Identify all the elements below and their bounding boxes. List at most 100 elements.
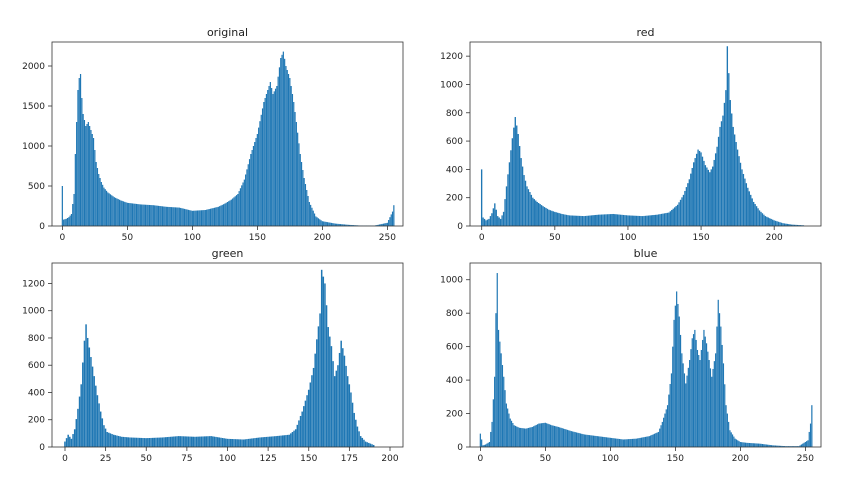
histogram-bar (342, 348, 344, 447)
histogram-bar (803, 442, 805, 447)
histogram-bar (511, 138, 514, 226)
histogram-bar (496, 273, 498, 447)
histogram-bar (260, 437, 263, 447)
histogram-bar (219, 206, 221, 226)
histogram-bar (613, 438, 615, 447)
histogram-bar (741, 442, 743, 447)
histogram-bar (199, 210, 201, 226)
histogram-bar (634, 215, 636, 226)
histogram-bar (513, 127, 515, 226)
histogram-bar (564, 429, 566, 447)
x-tick-label: 0 (478, 454, 484, 464)
histogram-bar (675, 206, 677, 226)
histogram-bar (385, 223, 387, 226)
histogram-bar (85, 324, 87, 447)
histogram-bar (587, 434, 589, 447)
histogram-bar (687, 367, 689, 447)
histogram-bar (73, 194, 75, 226)
histogram-bar (225, 438, 227, 447)
histogram-bar (731, 434, 734, 447)
histogram-bar (523, 175, 525, 226)
y-tick-label: 500 (28, 182, 45, 192)
histogram-bar (789, 224, 791, 226)
histogram-bar (678, 202, 680, 226)
histogram-bar (651, 434, 653, 447)
histogram-bar (381, 223, 383, 226)
histogram-bar (595, 435, 597, 447)
histogram-bar (777, 221, 780, 226)
histogram-bar (210, 436, 212, 447)
histogram-bar (137, 204, 139, 226)
histogram-bar (67, 434, 69, 447)
x-tick-label: 50 (122, 233, 134, 243)
histogram-bar (555, 426, 557, 447)
histogram-bar (290, 433, 292, 447)
histogram-bar (231, 439, 234, 447)
histogram-bar (728, 73, 730, 226)
histogram-bar (690, 173, 692, 226)
histogram-bar (155, 437, 157, 447)
histogram-bar (298, 420, 300, 447)
histogram-bar (713, 159, 715, 226)
histogram-bar (758, 210, 761, 226)
histogram-bar (568, 430, 570, 447)
histogram-bar (624, 439, 626, 447)
histogram-bar (105, 190, 108, 226)
histogram-bar (612, 213, 614, 226)
histogram-bar (319, 219, 321, 226)
histogram-bar (566, 429, 569, 447)
histogram-bar (265, 436, 268, 447)
histogram-bar (330, 222, 333, 226)
histogram-bar (664, 413, 666, 447)
histogram-bar (725, 405, 727, 447)
y-tick-label: 2000 (22, 62, 45, 72)
histogram-panel-green: green 0 25 50 75 100 125 150 175 200 0 200 400 600 800… (22, 247, 404, 464)
histogram-bar (633, 215, 635, 226)
x-tick-label: 100 (219, 454, 236, 464)
histogram-bar (592, 435, 595, 447)
histogram-bar (258, 127, 260, 226)
histogram-bar (590, 215, 593, 226)
histogram-bar (111, 434, 113, 447)
histogram-bar (751, 443, 753, 447)
histogram-bar (95, 162, 97, 226)
histogram-bar (530, 427, 532, 447)
histogram-bar (586, 434, 588, 447)
histogram-bar (99, 411, 102, 447)
histogram-bar (600, 214, 603, 226)
histogram-bar (72, 204, 74, 226)
histogram-bar (767, 444, 769, 447)
histogram-bar (713, 361, 715, 447)
histogram-bar (569, 430, 571, 447)
histogram-bar (527, 189, 530, 226)
histogram-bar (603, 214, 606, 226)
histogram-bar (548, 209, 550, 226)
histogram-bar (351, 402, 354, 447)
y-tick-label: 1000 (22, 307, 45, 317)
histogram-bar (277, 76, 279, 226)
histogram-bar (638, 438, 640, 447)
histogram-bar (626, 439, 628, 447)
histogram-bar (503, 376, 505, 447)
histogram-bar (190, 436, 193, 447)
x-tick-label: 0 (60, 233, 66, 243)
histogram-bar (796, 224, 799, 226)
histogram-bar (536, 424, 539, 447)
y-tick-label: 400 (446, 376, 463, 386)
x-tick-label: 250 (379, 233, 396, 243)
histogram-bar (548, 424, 550, 447)
histogram-bar (517, 427, 519, 447)
histogram-bar (117, 435, 120, 447)
histogram-bar (165, 206, 167, 226)
histogram-bar (207, 209, 209, 226)
histogram-bar (702, 339, 704, 447)
histogram-bar (96, 168, 99, 226)
y-tick-label: 200 (446, 194, 463, 204)
histogram-bar (306, 190, 308, 226)
histogram-bar (76, 122, 78, 226)
y-tick-label: 1000 (440, 80, 463, 90)
histogram-bar (539, 204, 541, 226)
histogram-bar (730, 432, 732, 447)
histogram-bar (773, 445, 775, 447)
histogram-bar (171, 436, 173, 447)
